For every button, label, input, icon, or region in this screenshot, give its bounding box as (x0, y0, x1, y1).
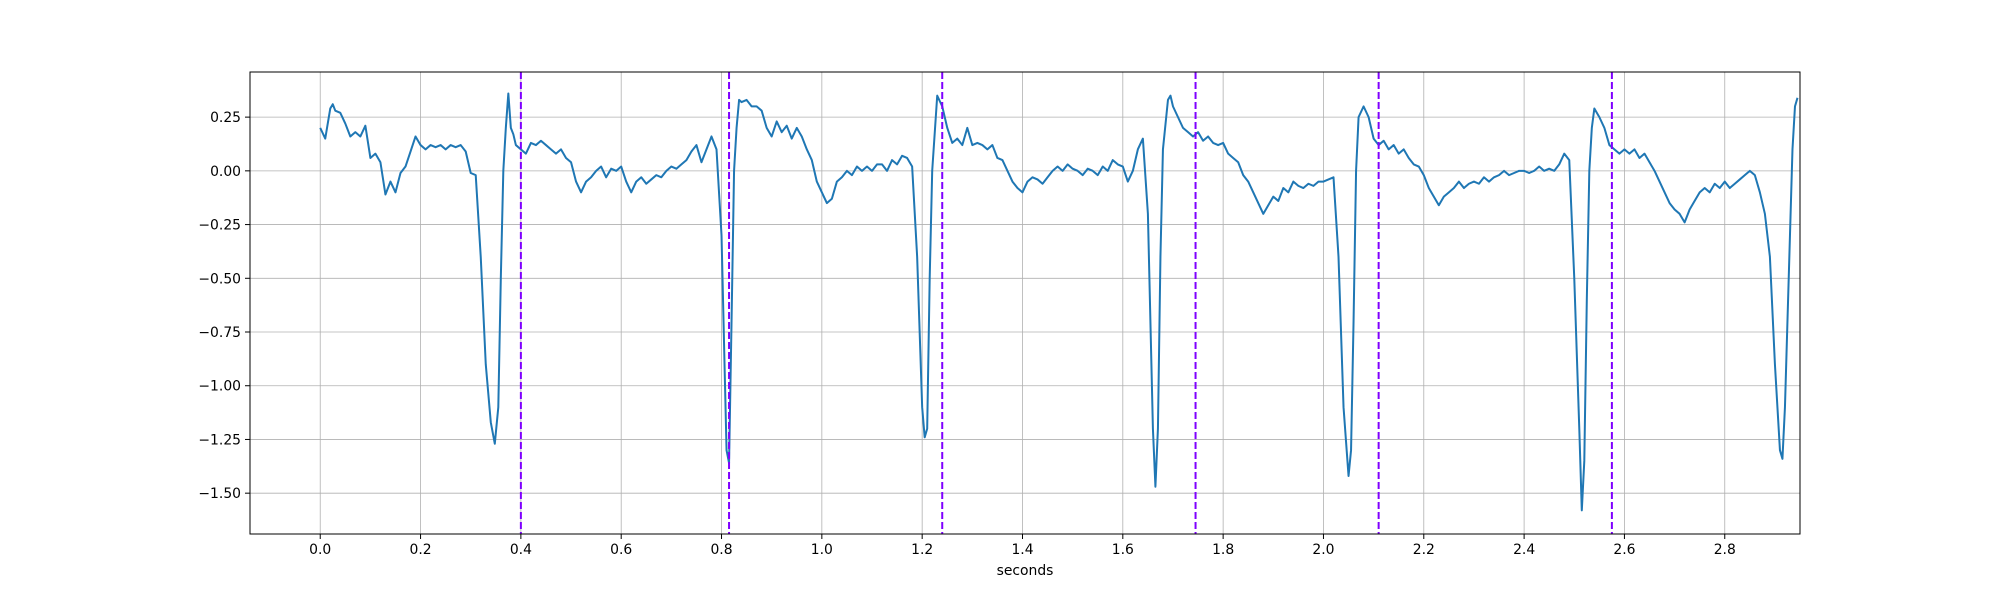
y-tick-label: −1.50 (198, 486, 241, 502)
x-tick-label: 0.8 (710, 542, 732, 558)
x-tick-label: 1.6 (1112, 542, 1134, 558)
x-tick-label: 1.4 (1011, 542, 1033, 558)
x-tick-label: 2.6 (1613, 542, 1635, 558)
y-tick-label: 0.25 (210, 110, 241, 126)
x-tick-label: 2.4 (1513, 542, 1535, 558)
x-tick-label: 2.8 (1714, 542, 1736, 558)
x-tick-label: 0.4 (510, 542, 532, 558)
x-tick-label: 1.0 (811, 542, 833, 558)
y-tick-label: −1.25 (198, 432, 241, 448)
x-axis: 0.0 0.2 0.4 0.6 0.8 1.0 1.2 1.4 1.6 1.8 2.0 2.2 2.4 2… (309, 534, 1736, 558)
marker-lines (519, 72, 1613, 534)
y-tick-label: 0.00 (210, 164, 241, 180)
x-axis-label: seconds (997, 563, 1054, 579)
x-tick-label: 1.2 (911, 542, 933, 558)
x-tick-label: 2.2 (1413, 542, 1435, 558)
x-tick-label: 0.6 (610, 542, 632, 558)
y-tick-label: −0.75 (198, 325, 241, 341)
x-tick-label: 1.8 (1212, 542, 1234, 558)
x-tick-label: 2.0 (1312, 542, 1334, 558)
y-tick-label: −1.00 (198, 379, 241, 395)
grid-lines (250, 72, 1800, 534)
series-layer (319, 92, 1799, 512)
plot-frame (249, 71, 1801, 535)
x-tick-label: 0.2 (410, 542, 432, 558)
y-tick-label: −0.25 (198, 218, 241, 234)
y-tick-label: −0.50 (198, 271, 241, 287)
signal-line (319, 92, 1799, 512)
y-axis: 0.25 0.00 −0.25 −0.50 −0.75 −1.00 −1.25 −1.50 (198, 110, 250, 502)
x-tick-label: 0.0 (309, 542, 331, 558)
